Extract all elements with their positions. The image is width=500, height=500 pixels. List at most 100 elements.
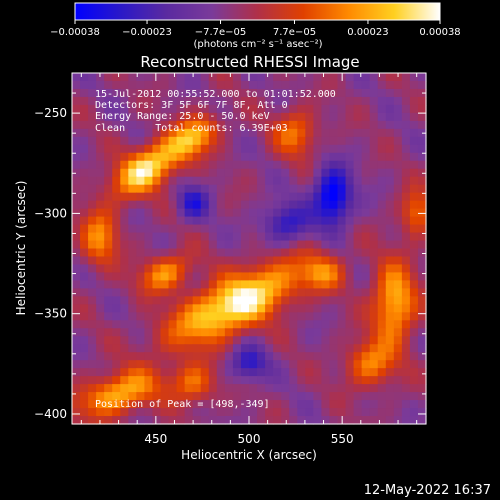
heatmap-cell [136, 136, 146, 146]
heatmap-cell [273, 104, 282, 114]
heatmap-cell [305, 80, 314, 90]
heatmap-cell [80, 336, 89, 345]
heatmap-cell [297, 232, 306, 242]
heatmap-cell [265, 176, 274, 186]
heatmap-cell [369, 288, 379, 297]
heatmap-cell [249, 352, 258, 361]
heatmap-cell [128, 320, 137, 329]
heatmap-cell [120, 352, 129, 361]
heatmap-cell [240, 168, 250, 178]
heatmap-cell [216, 248, 226, 258]
heatmap-cell [385, 240, 395, 250]
heatmap-cell [409, 168, 419, 178]
heatmap-cell [120, 112, 129, 122]
heatmap-cell [224, 160, 234, 170]
heatmap-cell [281, 408, 290, 417]
heatmap-cell [409, 176, 419, 186]
heatmap-cell [417, 104, 427, 114]
heatmap-cell [240, 248, 250, 258]
heatmap-cell [200, 416, 210, 425]
heatmap-cell [337, 296, 347, 305]
heatmap-cell [128, 200, 137, 210]
heatmap-cell [265, 248, 274, 258]
heatmap-cell [249, 96, 258, 106]
heatmap-cell [104, 360, 113, 369]
heatmap-cell [345, 208, 355, 218]
heatmap-cell [409, 328, 419, 337]
heatmap-cell [152, 352, 162, 361]
heatmap-cell [313, 200, 323, 210]
heatmap-cell [417, 152, 427, 162]
heatmap-cell [176, 232, 186, 242]
heatmap-cell [249, 88, 258, 98]
heatmap-cell [208, 256, 218, 266]
heatmap-cell [249, 128, 258, 138]
heatmap-cell [329, 176, 339, 186]
heatmap-cell [353, 160, 363, 170]
heatmap-cell [321, 216, 331, 226]
heatmap-cell [104, 312, 113, 321]
heatmap-cell [216, 272, 226, 282]
heatmap-cell [184, 192, 194, 202]
heatmap-cell [361, 320, 371, 329]
heatmap-cell [401, 224, 411, 234]
heatmap-cell [297, 73, 306, 82]
heatmap-cell [361, 272, 371, 282]
heatmap-cell [152, 288, 162, 297]
heatmap-cell [240, 376, 250, 385]
heatmap-cell [144, 208, 154, 218]
heatmap-cell [184, 128, 194, 138]
heatmap-cell [96, 120, 105, 130]
heatmap-cell [401, 272, 411, 282]
heatmap-cell [369, 136, 379, 146]
heatmap-cell [377, 264, 387, 274]
heatmap-cell [297, 312, 306, 321]
heatmap-cell [401, 168, 411, 178]
heatmap-cell [192, 112, 202, 122]
heatmap-cell [232, 160, 242, 170]
heatmap-cell [281, 360, 290, 369]
heatmap-cell [249, 296, 258, 305]
heatmap-cell [176, 328, 186, 337]
heatmap-cell [313, 280, 323, 289]
heatmap-cell [104, 168, 113, 178]
heatmap-cell [184, 112, 194, 122]
heatmap-cell [361, 192, 371, 202]
heatmap-cell [401, 416, 411, 425]
heatmap-cell [160, 320, 170, 329]
heatmap-cell [128, 248, 137, 258]
heatmap-cell [216, 73, 226, 82]
heatmap-cell [265, 136, 274, 146]
heatmap-cell [144, 88, 154, 98]
heatmap-cell [192, 104, 202, 114]
heatmap-cell [144, 336, 154, 345]
heatmap-cell [321, 320, 331, 329]
heatmap-cell [329, 288, 339, 297]
heatmap-cell [112, 96, 121, 106]
heatmap-cell [232, 376, 242, 385]
heatmap-cell [329, 80, 339, 90]
heatmap-cell [321, 288, 331, 297]
heatmap-cell [369, 96, 379, 106]
heatmap-cell [168, 400, 178, 409]
heatmap-cell [88, 88, 97, 98]
heatmap-cell [184, 73, 194, 82]
heatmap-cell [120, 152, 129, 162]
heatmap-cell [224, 240, 234, 250]
heatmap-cell [216, 216, 226, 226]
heatmap-cell [208, 392, 218, 401]
heatmap-cell [249, 232, 258, 242]
heatmap-cell [353, 96, 363, 106]
heatmap-cell [329, 168, 339, 178]
heatmap-cell [265, 312, 274, 321]
heatmap-cell [104, 328, 113, 337]
heatmap-cell [200, 328, 210, 337]
heatmap-cell [184, 232, 194, 242]
heatmap-cell [273, 264, 282, 274]
heatmap-cell [120, 280, 129, 289]
heatmap-cell [289, 192, 298, 202]
heatmap-cell [144, 152, 154, 162]
heatmap-cell [297, 200, 306, 210]
colorbar-ticks: −0.00038 −0.00023 −7.7e−05 7.7e−05 0.00023 0.… [50, 20, 461, 38]
heatmap-cell [265, 256, 274, 266]
